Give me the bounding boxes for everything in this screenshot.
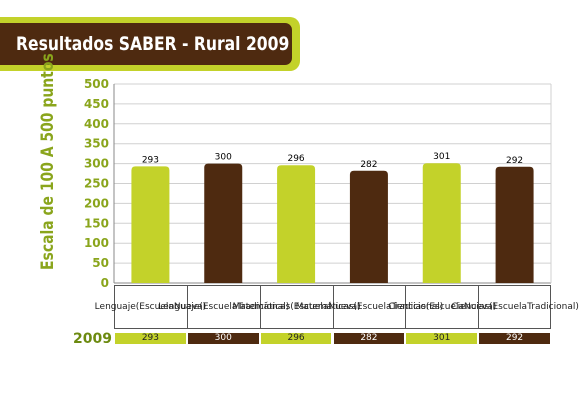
y-tick-label: 200 [84, 196, 109, 210]
bar [277, 165, 315, 283]
y-tick-label: 400 [84, 117, 109, 131]
y-tick-label: 50 [92, 256, 109, 270]
category-label: Ciencias (Escuela Tradicional) [478, 285, 551, 329]
table-value-cell: 292 [479, 333, 550, 344]
table-value-cell: 300 [188, 333, 259, 344]
y-tick-label: 150 [84, 216, 109, 230]
y-tick-label: 100 [84, 236, 109, 250]
bar-value-label: 293 [142, 155, 159, 165]
bar-value-label: 282 [360, 160, 377, 170]
table-row-label: 2009 [73, 330, 112, 348]
bar [350, 171, 388, 283]
bar-value-label: 296 [287, 154, 304, 164]
y-tick-label: 500 [84, 77, 109, 91]
y-tick-label: 450 [84, 97, 109, 111]
bar [204, 164, 242, 283]
y-tick-label: 300 [84, 157, 109, 171]
y-tick-label: 250 [84, 177, 109, 191]
bar [496, 167, 534, 283]
table-value-cell: 301 [406, 333, 477, 344]
bar [423, 163, 461, 283]
table-value-cell: 296 [261, 333, 332, 344]
bar-value-label: 300 [215, 153, 232, 163]
bar [131, 166, 169, 283]
bar-value-label: 301 [433, 152, 450, 162]
table-value-cell: 293 [115, 333, 186, 344]
table-value-cell: 282 [334, 333, 405, 344]
y-tick-label: 350 [84, 137, 109, 151]
bar-value-label: 292 [506, 156, 523, 166]
y-tick-label: 0 [101, 276, 109, 290]
